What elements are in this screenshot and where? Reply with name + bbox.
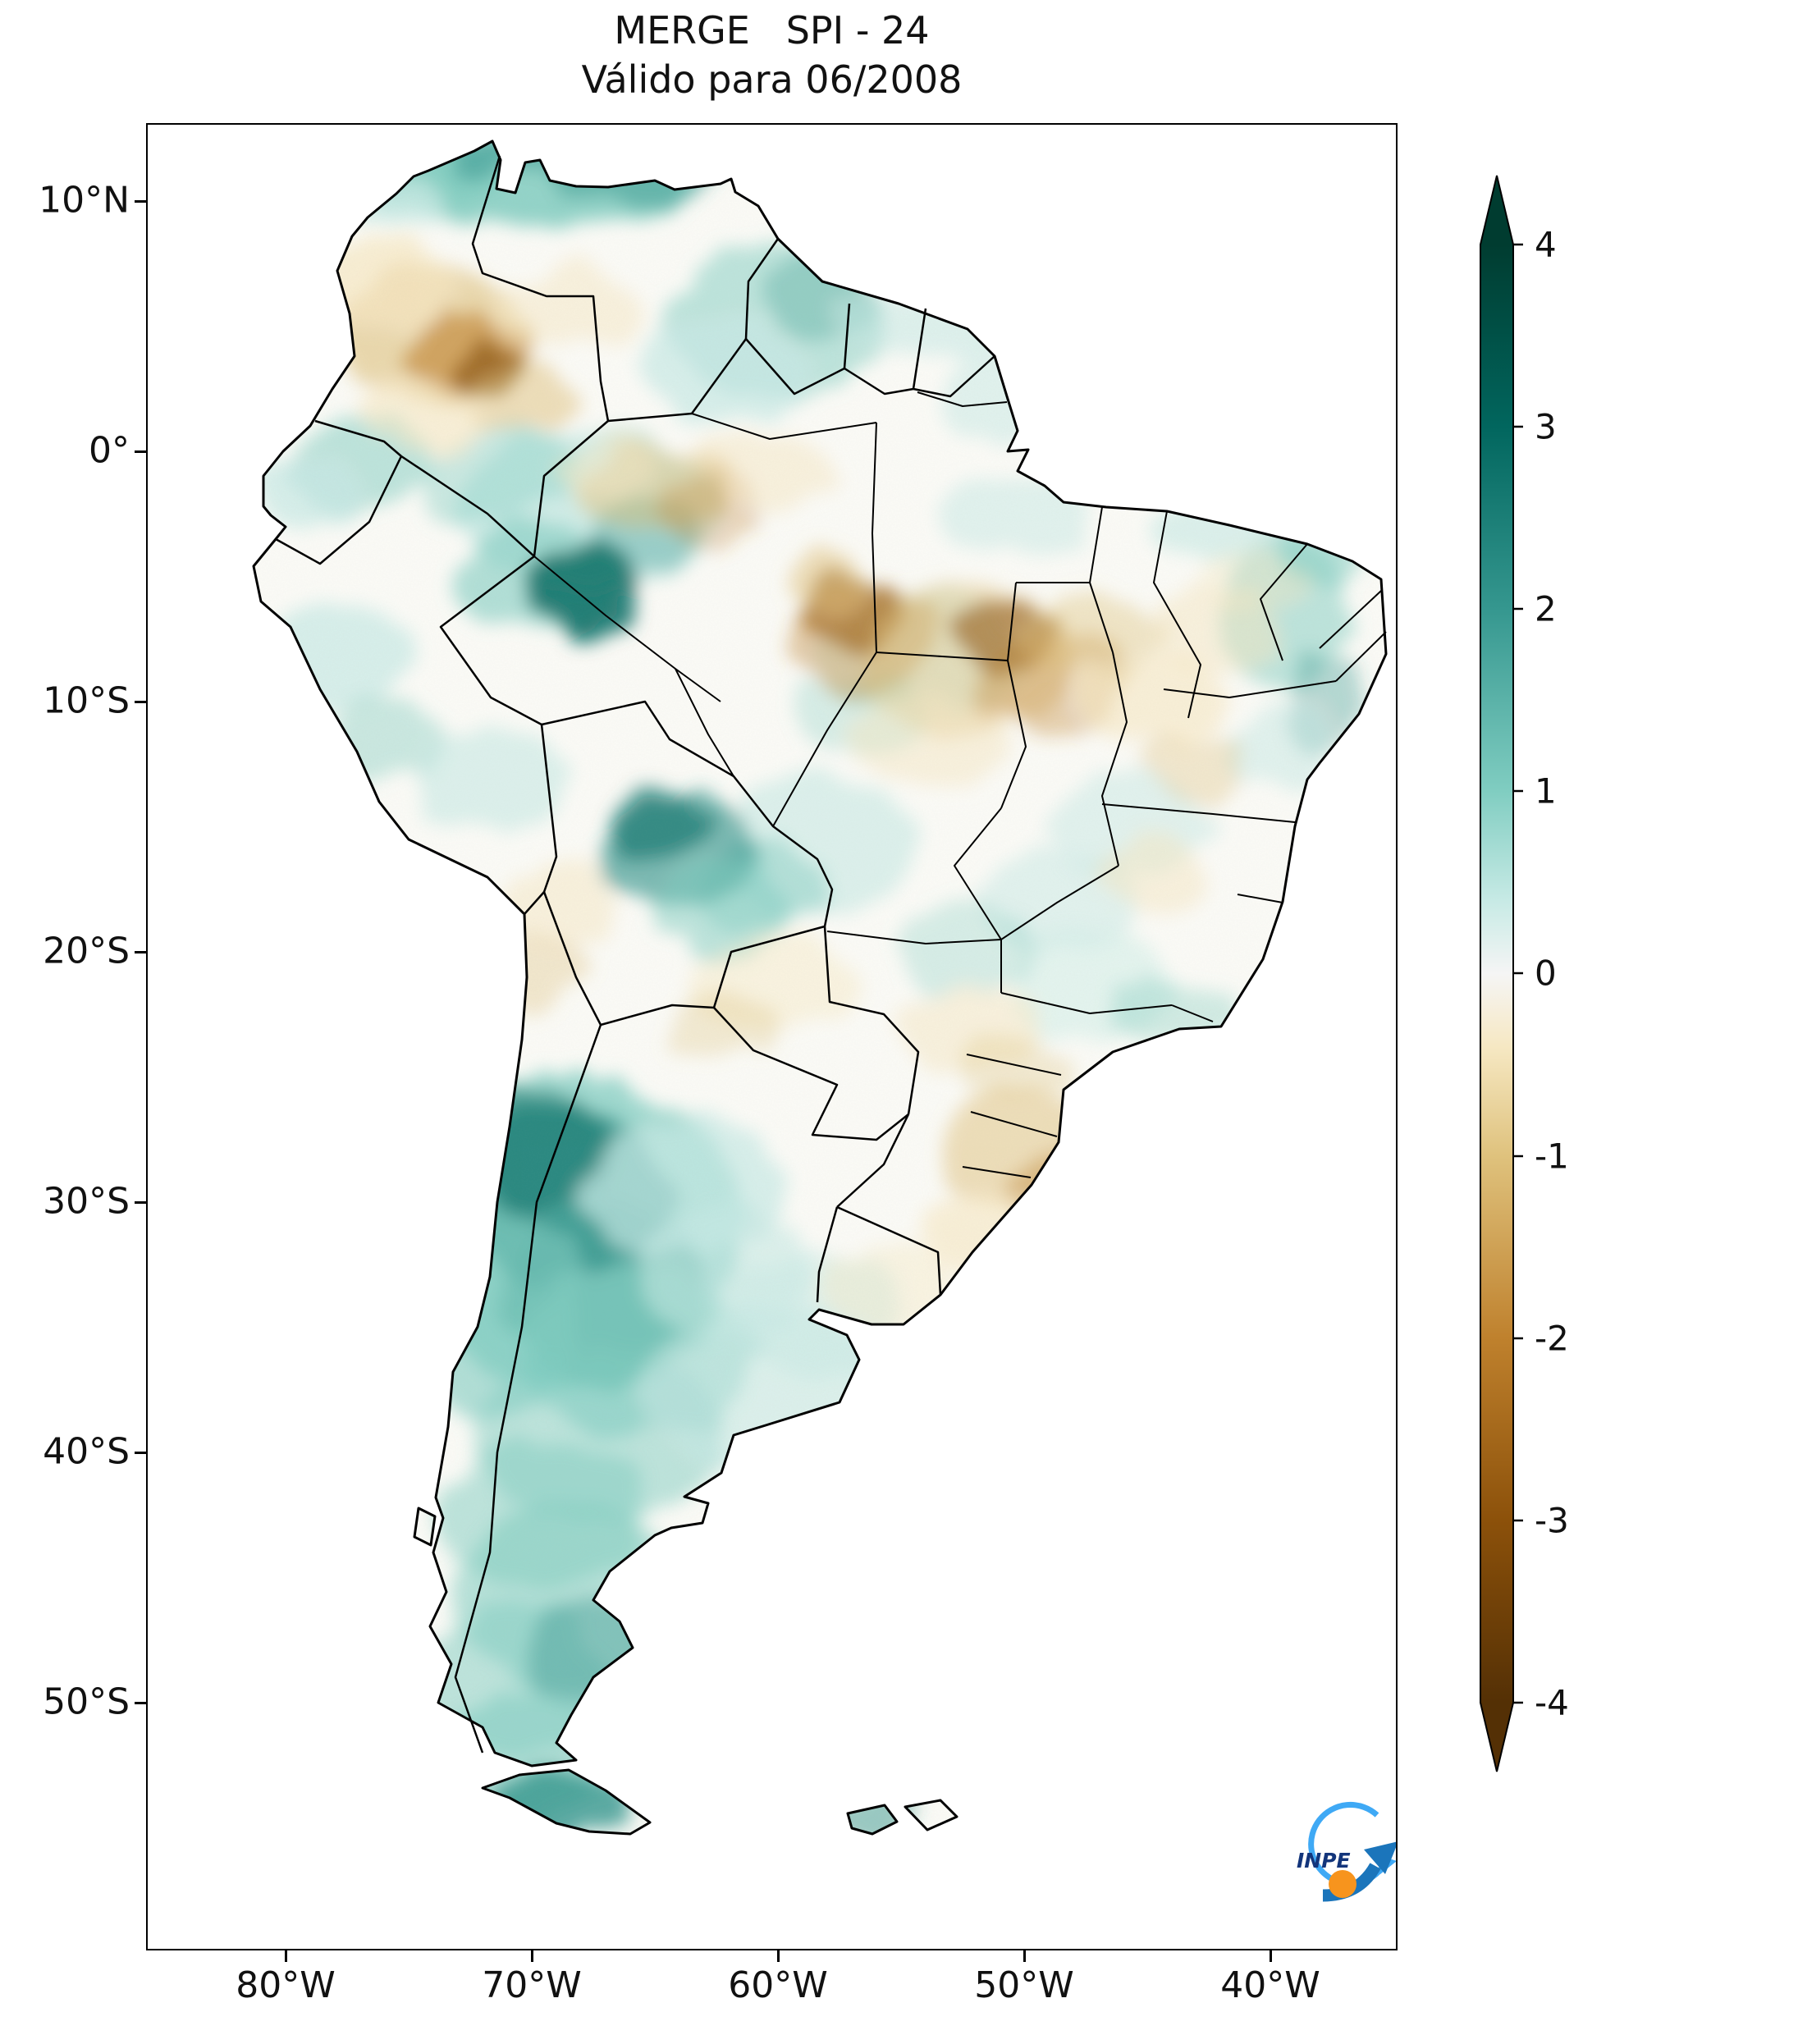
y-tick-label: 0° — [89, 429, 130, 472]
y-tick-label: 30°S — [43, 1180, 130, 1223]
x-tick-label: 50°W — [974, 1964, 1074, 2006]
x-tick-label: 70°W — [482, 1964, 582, 2006]
colorbar-tick-label: -3 — [1535, 1500, 1569, 1541]
colorbar-tick-label: -2 — [1535, 1318, 1569, 1359]
x-axis-tick-mark — [777, 1950, 780, 1962]
x-tick-label: 80°W — [236, 1964, 336, 2006]
y-tick-label: 10°S — [43, 679, 130, 722]
y-tick-label: 10°N — [39, 179, 130, 222]
y-axis-tick-mark — [135, 1452, 146, 1454]
x-tick-label: 60°W — [728, 1964, 828, 2006]
colorbar — [1480, 175, 1523, 1772]
coastline — [252, 139, 1388, 1836]
colorbar-tick-label: 1 — [1535, 771, 1557, 812]
y-axis-tick-mark — [135, 450, 146, 453]
inpe-logo: INPE — [1297, 1801, 1398, 1902]
colorbar-tick-marks — [1513, 243, 1523, 1704]
orange-dot-icon — [1329, 1870, 1357, 1898]
country-borders — [275, 155, 995, 1754]
chart-subtitle: Válido para 06/2008 — [581, 57, 963, 102]
colorbar-tick-label: 3 — [1535, 406, 1557, 447]
y-tick-label: 50°S — [43, 1680, 130, 1723]
colorbar-body — [1480, 175, 1514, 1772]
x-axis-tick-mark — [1023, 1950, 1026, 1962]
chart-title: MERGE SPI - 24 — [614, 8, 930, 53]
y-axis-tick-mark — [135, 1201, 146, 1204]
colorbar-tick-label: -1 — [1535, 1136, 1569, 1177]
south-america-map: INPE — [252, 139, 1398, 1902]
raster-grain-texture — [254, 141, 1386, 1834]
x-tick-label: 40°W — [1220, 1964, 1320, 2006]
y-axis-tick-mark — [135, 200, 146, 203]
y-axis-tick-mark — [135, 951, 146, 953]
y-tick-label: 20°S — [43, 930, 130, 972]
bold-arrowhead-icon — [1364, 1841, 1398, 1874]
x-axis-tick-mark — [285, 1950, 287, 1962]
y-axis-tick-mark — [135, 701, 146, 703]
colorbar-tick-label: 0 — [1535, 953, 1557, 994]
y-axis-tick-mark — [135, 1702, 146, 1704]
state-borders — [533, 391, 1387, 1178]
colorbar-tick-label: 2 — [1535, 588, 1557, 629]
x-axis-tick-mark — [531, 1950, 533, 1962]
colorbar-tick-label: 4 — [1535, 224, 1557, 265]
colorbar-tick-label: -4 — [1535, 1682, 1569, 1723]
y-tick-label: 40°S — [43, 1430, 130, 1473]
inpe-logo-text: INPE — [1297, 1849, 1351, 1873]
x-axis-tick-mark — [1270, 1950, 1272, 1962]
